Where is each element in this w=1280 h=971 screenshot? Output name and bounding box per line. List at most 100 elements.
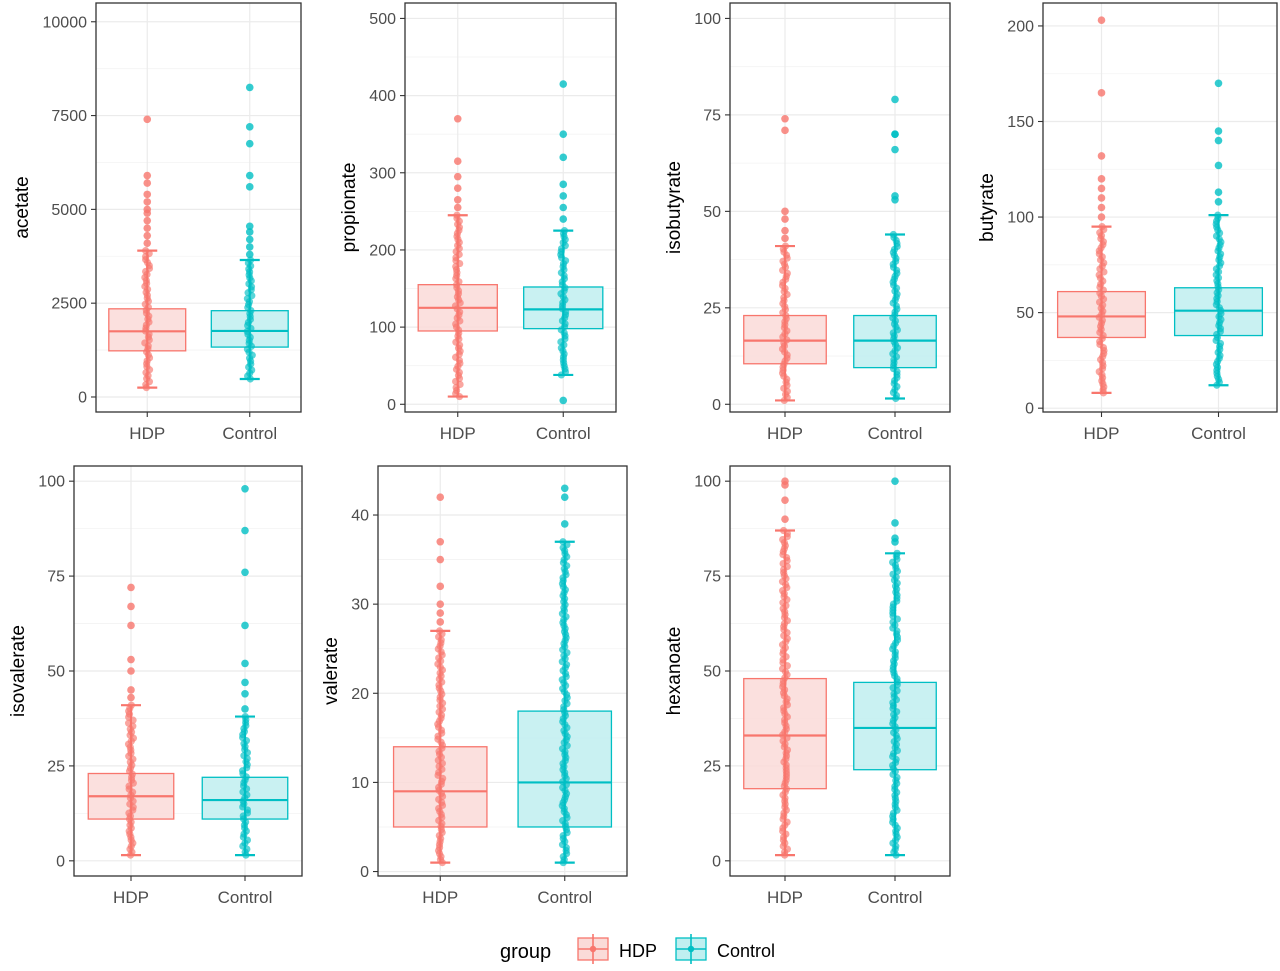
y-tick-label: 0	[1025, 401, 1034, 418]
y-tick-label: 50	[1016, 305, 1034, 322]
outlier-point	[436, 600, 445, 608]
panel-border	[377, 465, 628, 877]
outlier-point	[143, 198, 152, 206]
outlier-point	[241, 484, 249, 493]
box-control	[1173, 79, 1264, 389]
outlier-point	[781, 234, 789, 243]
outlier-point	[143, 171, 152, 180]
outlier-point	[245, 243, 254, 251]
y-tick-label: 50	[703, 664, 721, 681]
x-tick-label: HDP	[767, 424, 803, 443]
outlier-point	[453, 172, 462, 181]
y-tick-label: 0	[56, 853, 65, 870]
outlier-point	[781, 477, 789, 485]
data-point	[781, 242, 790, 250]
outlier-point	[1097, 184, 1106, 193]
y-axis-label: butyrate	[977, 173, 998, 242]
panel-background	[405, 3, 616, 412]
data-point	[1098, 223, 1106, 231]
outlier-point	[127, 655, 135, 664]
outlier-point	[241, 659, 249, 668]
outlier-point	[245, 183, 254, 191]
x-tick-label: HDP	[113, 888, 149, 907]
panel-border	[404, 2, 617, 413]
outlier-point	[891, 477, 899, 485]
box-hdp	[743, 114, 827, 405]
outlier-point	[1214, 197, 1223, 206]
box-control	[853, 477, 937, 859]
outlier-point	[1097, 194, 1106, 202]
outlier-point	[245, 83, 254, 92]
legend-swatch-point	[589, 945, 597, 953]
outlier-point	[559, 203, 568, 212]
outlier-point	[781, 215, 789, 223]
legend-key-control: Control	[675, 934, 775, 964]
outlier-point	[245, 139, 254, 148]
data-point	[560, 227, 569, 235]
y-tick-label: 30	[351, 597, 369, 614]
box-control	[517, 484, 613, 867]
outlier-point	[891, 145, 899, 154]
x-tick-label: Control	[868, 888, 923, 907]
y-tick-label: 200	[369, 242, 396, 259]
outlier-point	[436, 609, 445, 617]
panel-border	[95, 2, 302, 413]
data-point	[559, 538, 567, 546]
outlier-point	[1214, 79, 1223, 88]
y-tick-label: 100	[1007, 210, 1034, 227]
outlier-point	[127, 667, 135, 675]
outlier-point	[1097, 203, 1106, 212]
legend-key-hdp: HDP	[577, 934, 657, 964]
y-axis-label: acetate	[12, 176, 33, 238]
outlier-point	[245, 228, 254, 236]
x-tick-label: Control	[218, 888, 273, 907]
outlier-point	[453, 195, 462, 204]
outlier-point	[245, 123, 254, 131]
outlier-point	[436, 537, 445, 546]
outlier-point	[1214, 127, 1223, 135]
outlier-point	[436, 618, 445, 626]
y-tick-label: 300	[369, 165, 396, 182]
data-point	[142, 247, 150, 255]
data-point	[1214, 211, 1222, 219]
outlier-point	[245, 235, 254, 244]
outlier-point	[127, 686, 135, 694]
outlier-point	[1214, 136, 1223, 145]
outlier-point	[891, 534, 899, 542]
outlier-point	[559, 396, 568, 405]
outlier-point	[891, 130, 899, 138]
outlier-point	[143, 224, 152, 232]
panel-propionate: 0 100 200 300 400 500 HDP Control propionate	[339, 2, 617, 443]
panel-border	[1042, 2, 1278, 413]
y-axis-label: isovalerate	[8, 625, 29, 717]
box-control	[523, 80, 604, 405]
panel-border	[729, 2, 951, 413]
outlier-point	[127, 693, 135, 702]
outlier-point	[453, 157, 462, 165]
legend: group HDP Control	[500, 934, 775, 964]
data-point	[246, 256, 255, 264]
box-control	[210, 83, 289, 383]
outlier-point	[781, 114, 789, 123]
outlier-point	[559, 180, 568, 189]
y-tick-label: 10	[351, 775, 369, 792]
outlier-point	[781, 126, 789, 135]
legend-swatch-point	[687, 945, 695, 953]
outlier-point	[245, 171, 254, 180]
y-tick-label: 0	[712, 397, 721, 414]
y-axis-label: hexanoate	[664, 627, 685, 716]
data-point	[889, 230, 897, 239]
x-tick-label: HDP	[422, 888, 458, 907]
x-tick-label: Control	[222, 424, 277, 443]
x-tick-label: HDP	[129, 424, 165, 443]
box-hdp	[87, 583, 175, 859]
outlier-point	[1214, 161, 1223, 170]
data-point	[453, 211, 461, 219]
outlier-point	[453, 114, 462, 123]
box-hdp	[1056, 16, 1147, 397]
outlier-point	[436, 493, 445, 501]
outlier-point	[1097, 213, 1106, 221]
y-tick-label: 5000	[51, 202, 87, 219]
y-tick-label: 100	[694, 11, 721, 28]
